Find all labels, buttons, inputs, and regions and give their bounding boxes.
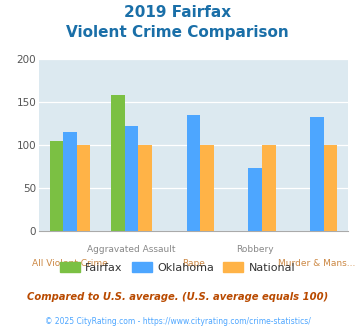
- Text: All Violent Crime: All Violent Crime: [32, 259, 108, 268]
- Bar: [50, 141, 63, 231]
- Legend: Fairfax, Oklahoma, National: Fairfax, Oklahoma, National: [55, 258, 300, 278]
- Text: Violent Crime Comparison: Violent Crime Comparison: [66, 25, 289, 40]
- Bar: [187, 115, 200, 231]
- Text: Rape: Rape: [182, 259, 205, 268]
- Text: Murder & Mans...: Murder & Mans...: [278, 259, 355, 268]
- Bar: [77, 145, 90, 231]
- Bar: [138, 145, 152, 231]
- Text: Robbery: Robbery: [236, 245, 274, 254]
- Bar: [262, 145, 275, 231]
- Bar: [200, 145, 214, 231]
- Bar: [125, 126, 138, 231]
- Text: Aggravated Assault: Aggravated Assault: [87, 245, 176, 254]
- Bar: [324, 145, 337, 231]
- Bar: [248, 168, 262, 231]
- Text: Compared to U.S. average. (U.S. average equals 100): Compared to U.S. average. (U.S. average …: [27, 292, 328, 302]
- Text: 2019 Fairfax: 2019 Fairfax: [124, 5, 231, 20]
- Bar: [310, 117, 324, 231]
- Bar: [63, 132, 77, 231]
- Bar: [111, 95, 125, 231]
- Text: © 2025 CityRating.com - https://www.cityrating.com/crime-statistics/: © 2025 CityRating.com - https://www.city…: [45, 317, 310, 326]
